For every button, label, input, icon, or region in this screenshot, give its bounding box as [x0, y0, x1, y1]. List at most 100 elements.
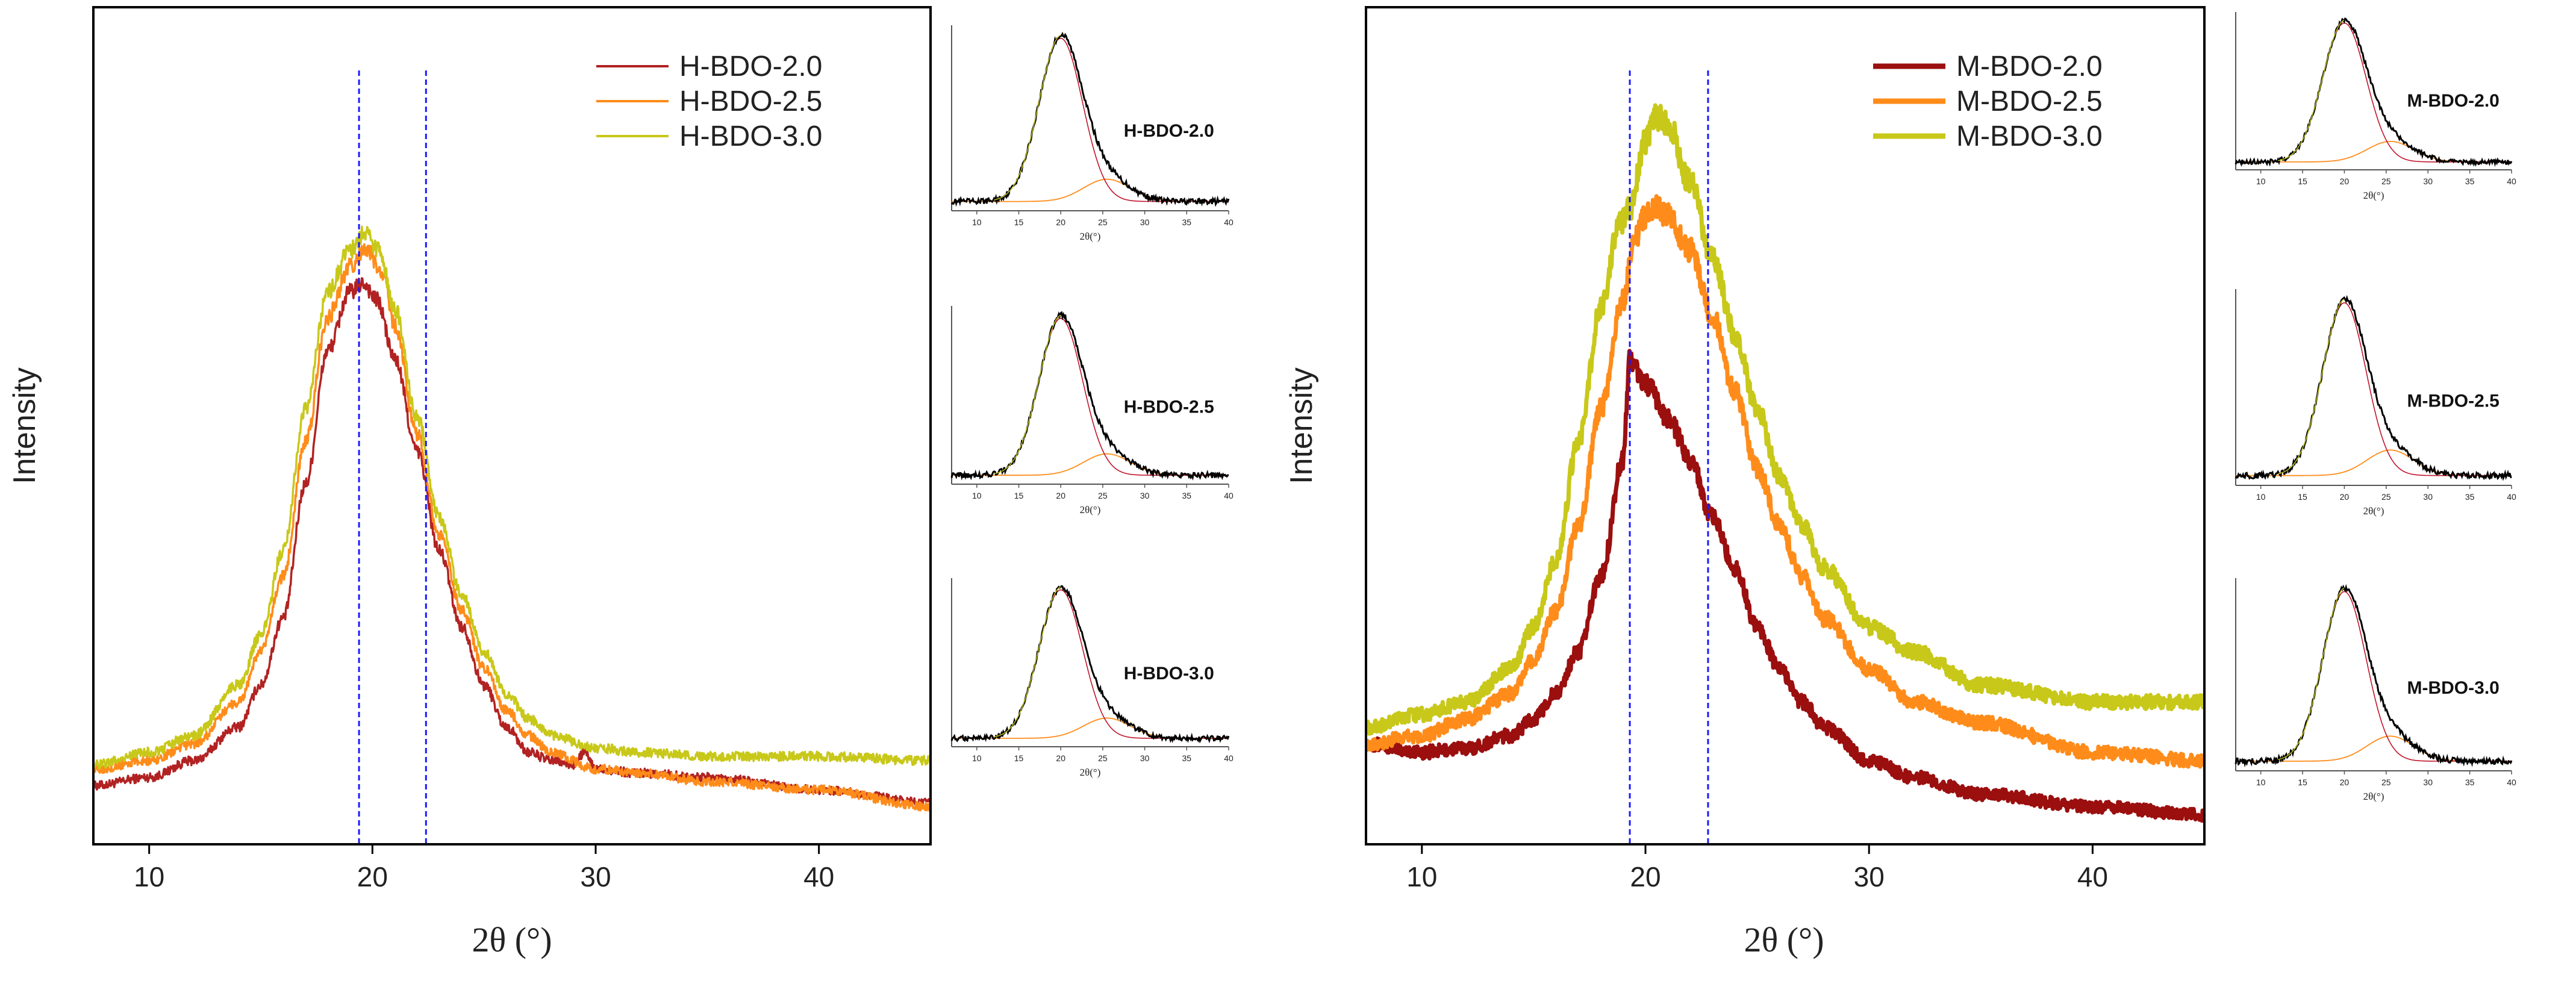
x-axis-label: 2θ (°)	[472, 920, 552, 959]
x-tick-label: 40	[803, 861, 834, 892]
inset-x-label: 2θ(°)	[2363, 505, 2384, 517]
inset-fit-sum	[994, 587, 1061, 738]
inset-fit-peak-2	[2236, 140, 2512, 163]
series-line-M-BDO-2.0	[1366, 349, 2204, 823]
inset-fit-peak-1	[2327, 302, 2512, 476]
legend-label: M-BDO-2.0	[1956, 51, 2103, 83]
inset-x-label: 2θ(°)	[1080, 504, 1101, 515]
inset-label: M-BDO-2.0	[2407, 91, 2500, 111]
inset-x-tick-label: 25	[2381, 176, 2391, 186]
legend: M-BDO-2.0M-BDO-2.5M-BDO-3.0	[1873, 51, 2103, 152]
y-axis-label: Intensity	[1284, 367, 1319, 484]
inset-x-tick-label: 10	[972, 217, 982, 227]
x-tick-label: 20	[357, 861, 388, 892]
x-tick-label: 30	[580, 861, 611, 892]
inset-label: H-BDO-3.0	[1124, 664, 1214, 684]
legend-label: H-BDO-3.0	[679, 120, 822, 152]
inset-x-tick-label: 40	[2507, 492, 2516, 502]
inset-x-tick-label: 30	[2423, 492, 2433, 502]
inset-M-BDO-3.0: 10 15 20 25 30 35 40 2θ(°) M-BDO-3.0	[2235, 578, 2516, 802]
legend-label: M-BDO-3.0	[1956, 120, 2103, 152]
series-line-H-BDO-2.5	[93, 243, 931, 812]
inset-x-tick-label: 25	[1098, 491, 1108, 500]
y-axis-label: Intensity	[7, 367, 42, 484]
inset-x-tick-label: 40	[2507, 176, 2516, 186]
inset-x-tick-label: 15	[1014, 491, 1024, 500]
inset-x-label: 2θ(°)	[2363, 190, 2384, 201]
inset-x-tick-label: 25	[2381, 492, 2391, 502]
x-axis-label: 2θ (°)	[1744, 920, 1824, 959]
inset-x-tick-label: 35	[1182, 753, 1192, 763]
series-group	[93, 225, 931, 812]
inset-x-tick-label: 10	[972, 491, 982, 500]
series-line-M-BDO-2.5	[1366, 194, 2204, 769]
inset-label: H-BDO-2.0	[1124, 121, 1214, 141]
inset-x-tick-label: 15	[2298, 492, 2307, 502]
inset-M-BDO-2.0: 10 15 20 25 30 35 40 2θ(°) M-BDO-2.0	[2235, 12, 2516, 201]
inset-x-tick-label: 40	[2507, 777, 2516, 787]
inset-x-label: 2θ(°)	[1080, 231, 1101, 242]
inset-x-tick-label: 20	[2340, 492, 2350, 502]
inset-x-tick-label: 20	[2340, 176, 2350, 186]
inset-x-tick-label: 30	[1140, 217, 1150, 227]
inset-x-tick-label: 10	[2256, 176, 2266, 186]
inset-fit-sum	[994, 34, 1061, 201]
x-tick-label: 10	[1406, 861, 1437, 892]
inset-x-tick-label: 25	[1098, 753, 1108, 763]
inset-fit-sum	[2278, 587, 2345, 761]
series-line-H-BDO-3.0	[93, 225, 931, 770]
inset-fit-peak-1	[1043, 37, 1229, 202]
inset-x-tick-label: 35	[2465, 777, 2475, 787]
plot-frame	[92, 6, 932, 845]
inset-x-tick-label: 30	[1140, 491, 1150, 500]
inset-x-tick-label: 40	[1224, 753, 1233, 763]
series-group	[1366, 103, 2204, 823]
panel-left: 10 20 30 40 2θ (°) Intensity H-BDO-2.0 H-BDO-2.…	[7, 6, 1233, 959]
inset-label: M-BDO-3.0	[2407, 678, 2500, 698]
inset-data-curve	[2235, 294, 2512, 481]
inset-x-tick-label: 35	[2465, 492, 2475, 502]
inset-label: M-BDO-2.5	[2407, 391, 2500, 411]
inset-fit-sum	[2278, 19, 2345, 161]
inset-x-tick-label: 30	[1140, 753, 1150, 763]
inset-x-tick-label: 30	[2423, 176, 2433, 186]
inset-data-curve	[950, 311, 1229, 481]
inset-x-label: 2θ(°)	[1080, 767, 1101, 778]
inset-M-BDO-2.5: 10 15 20 25 30 35 40 2θ(°) M-BDO-2.5	[2235, 289, 2516, 517]
x-tick-label: 40	[2077, 861, 2108, 892]
inset-x-label: 2θ(°)	[2363, 791, 2384, 802]
inset-x-tick-label: 30	[2423, 777, 2433, 787]
inset-data-curve	[950, 31, 1230, 207]
inset-fit-peak-2	[952, 178, 1229, 202]
inset-x-tick-label: 25	[2381, 777, 2391, 787]
x-tick-label: 30	[1854, 861, 1885, 892]
inset-data-curve	[950, 585, 1230, 744]
inset-x-tick-label: 10	[2256, 777, 2266, 787]
legend-label: M-BDO-2.5	[1956, 86, 2103, 117]
inset-x-tick-label: 10	[972, 753, 982, 763]
inset-x-tick-label: 35	[1182, 217, 1192, 227]
inset-x-tick-label: 15	[2298, 176, 2307, 186]
x-tick-label: 10	[134, 861, 164, 892]
inset-x-tick-label: 15	[2298, 777, 2307, 787]
inset-data-curve	[2235, 584, 2513, 768]
inset-x-tick-label: 35	[2465, 176, 2475, 186]
inset-x-tick-label: 15	[1014, 217, 1024, 227]
inset-fit-peak-2	[2236, 735, 2512, 762]
inset-x-tick-label: 25	[1098, 217, 1108, 227]
plot-frame	[1365, 6, 2206, 845]
inset-x-tick-label: 20	[2340, 777, 2350, 787]
legend-label: H-BDO-2.0	[679, 51, 822, 83]
inset-label: H-BDO-2.5	[1124, 397, 1214, 417]
series-line-M-BDO-3.0	[1366, 103, 2204, 736]
inset-x-tick-label: 20	[1056, 491, 1065, 500]
inset-fit-sum	[2278, 299, 2345, 475]
inset-x-tick-label: 10	[2256, 492, 2266, 502]
inset-fit-sum	[994, 314, 1061, 475]
inset-x-tick-label: 15	[1014, 753, 1024, 763]
inset-fit-peak-1	[2327, 591, 2512, 762]
inset-x-tick-label: 35	[1182, 491, 1192, 500]
inset-x-tick-label: 40	[1224, 217, 1233, 227]
